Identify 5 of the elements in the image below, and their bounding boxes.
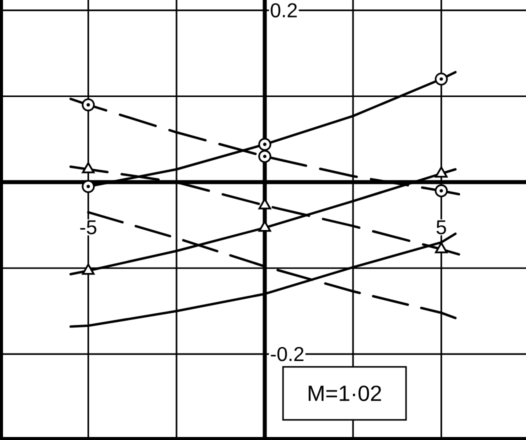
y-tick-label: -0.2 [270,346,304,362]
annotation: M=1·02 [308,386,382,402]
x-tick-label: -5 [80,220,96,234]
y-tick-label: 0.2 [270,3,297,18]
x-tick-label: 5 [436,220,446,234]
